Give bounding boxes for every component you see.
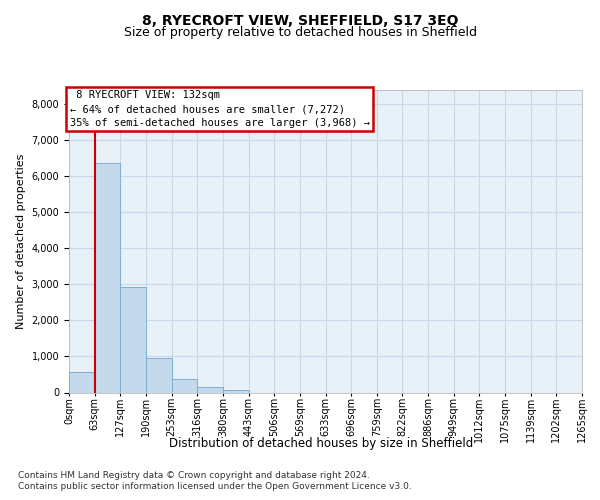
Text: Size of property relative to detached houses in Sheffield: Size of property relative to detached ho… — [124, 26, 476, 39]
Bar — [223, 390, 248, 392]
Text: Contains HM Land Registry data © Crown copyright and database right 2024.: Contains HM Land Registry data © Crown c… — [18, 471, 370, 480]
Bar — [69, 372, 95, 392]
Bar — [121, 288, 146, 393]
Bar — [197, 387, 223, 392]
Text: 8 RYECROFT VIEW: 132sqm
← 64% of detached houses are smaller (7,272)
35% of semi: 8 RYECROFT VIEW: 132sqm ← 64% of detache… — [70, 90, 370, 128]
Text: Distribution of detached houses by size in Sheffield: Distribution of detached houses by size … — [169, 438, 473, 450]
Bar — [172, 379, 197, 392]
Y-axis label: Number of detached properties: Number of detached properties — [16, 154, 26, 329]
Text: Contains public sector information licensed under the Open Government Licence v3: Contains public sector information licen… — [18, 482, 412, 491]
Bar — [146, 358, 172, 392]
Bar — [95, 162, 121, 392]
Text: 8, RYECROFT VIEW, SHEFFIELD, S17 3EQ: 8, RYECROFT VIEW, SHEFFIELD, S17 3EQ — [142, 14, 458, 28]
